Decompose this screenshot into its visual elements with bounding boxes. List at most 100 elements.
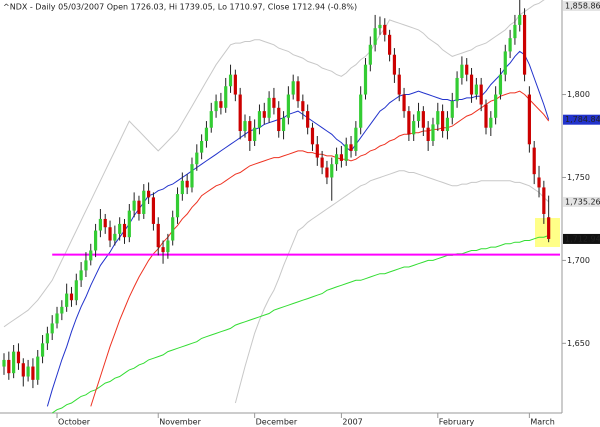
candle-body [508, 38, 512, 52]
price-tag [563, 1, 600, 11]
candle-body [344, 144, 348, 161]
y-tick-label: 1,650 [567, 339, 590, 348]
candle-body [161, 247, 165, 253]
candle-body [60, 306, 64, 314]
candle-body [474, 84, 478, 95]
candle-body [407, 111, 411, 135]
candle-body [469, 74, 474, 95]
candle-body [132, 200, 136, 211]
candle-body [219, 101, 223, 108]
candle-body [151, 197, 156, 224]
candle-body [494, 94, 498, 118]
candle-body [450, 101, 454, 118]
candle-body [455, 77, 459, 102]
candle-body [113, 233, 117, 241]
candle-body [103, 218, 107, 228]
x-tick-label: October [58, 418, 91, 427]
candle-body [127, 210, 131, 238]
candle-body [224, 86, 228, 108]
candle-body [195, 152, 199, 165]
candle-body [445, 117, 450, 132]
candle-body [147, 190, 151, 198]
candle-body [397, 74, 401, 95]
candle-body [522, 14, 527, 75]
candle-body [363, 64, 368, 95]
candle-body [185, 180, 189, 188]
x-tick-label: March [530, 418, 554, 427]
candle-body [50, 323, 54, 334]
candle-body [12, 351, 16, 374]
candle-body [537, 177, 541, 188]
y-tick-label: 1,800 [567, 90, 590, 99]
candle-body [416, 111, 421, 122]
candle-body [402, 94, 406, 112]
candle-body [310, 127, 315, 145]
candle-body [209, 111, 213, 128]
candle-body [532, 147, 536, 175]
price-tag-label: 1,735.26 [565, 197, 600, 206]
candle-body [93, 230, 98, 251]
overlay-line [90, 90, 550, 407]
x-tick-label: 2007 [342, 418, 362, 427]
candle-body [460, 64, 464, 78]
candle-body [31, 366, 35, 380]
candle-body [277, 107, 281, 132]
price-tag-label: 1,784.84 [565, 115, 600, 124]
candle-body [489, 117, 493, 128]
candle-body [436, 111, 440, 125]
candle-body [330, 164, 334, 178]
candle-body [484, 104, 488, 128]
candle-body [527, 94, 531, 145]
candle-body [171, 217, 175, 241]
candle-body [392, 54, 397, 75]
candle-body [383, 24, 387, 35]
candle-body [306, 111, 310, 128]
candle-body [142, 190, 146, 214]
candle-body [368, 44, 372, 65]
candle-body [315, 144, 319, 158]
candle-body [465, 64, 469, 75]
candle-body [339, 154, 343, 161]
price-tag-label: 1,858.86 [565, 2, 600, 11]
candle-body [89, 250, 93, 261]
candle-body [272, 97, 276, 108]
overlay-line [51, 235, 549, 414]
candle-body [118, 223, 122, 234]
candle-body [175, 194, 180, 218]
candle-body [84, 260, 88, 271]
candle-body [286, 94, 290, 118]
candle-body [267, 97, 271, 118]
candle-body [26, 366, 30, 377]
candle-body [479, 84, 483, 105]
candle-body [542, 187, 546, 214]
candle-body [180, 180, 184, 195]
candle-body [291, 81, 295, 95]
candle-body [238, 94, 242, 132]
candle-body [7, 359, 11, 374]
candle-body [320, 157, 324, 168]
price-tag [563, 233, 600, 244]
candle-body [354, 127, 358, 151]
candle-body [325, 167, 329, 178]
candle-body [426, 127, 430, 141]
candle-body [137, 200, 141, 214]
candle-body [21, 363, 25, 377]
candle-body [257, 111, 262, 128]
y-tick-label: 1,750 [567, 173, 590, 182]
candle-body [228, 74, 233, 87]
price-tag-label: 1,712.94 [565, 234, 600, 243]
candle-body [200, 140, 204, 153]
candle-body [166, 240, 170, 253]
candle-body [301, 101, 305, 112]
candle-body [79, 270, 83, 281]
candle-body [74, 280, 78, 301]
price-tag [563, 114, 600, 125]
candle-body [281, 117, 286, 132]
candle-body [156, 223, 160, 248]
candle-body [69, 293, 74, 301]
chart-title: ^NDX - Daily 05/03/2007 Open 1726.03, Hi… [3, 3, 357, 12]
x-tick-label: November [159, 418, 201, 427]
candle-body [431, 124, 435, 141]
